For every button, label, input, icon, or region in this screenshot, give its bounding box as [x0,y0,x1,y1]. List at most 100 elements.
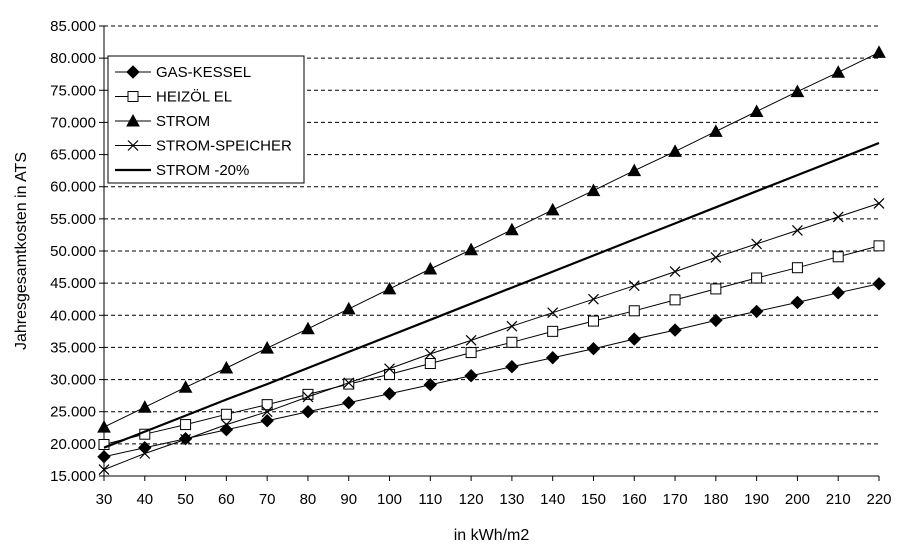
data-point [669,266,681,277]
data-point [260,414,274,428]
data-point [464,369,478,383]
series-strom-speicher [98,198,885,475]
data-point [627,163,642,177]
data-point [506,336,518,348]
x-tick-label: 60 [218,491,235,508]
x-tick-label: 120 [459,491,484,508]
data-point [628,280,640,292]
legend: GAS-KESSEL HEIZÖL EL STROM STROM-SPEICHER ST… [107,55,305,184]
data-point [127,140,139,151]
data-point [505,360,519,374]
legend-label: GAS-KESSEL [156,64,251,81]
data-point [126,113,140,127]
data-point [831,286,845,300]
data-point [260,341,275,354]
data-point [749,104,764,117]
data-point [872,45,886,58]
x-tick-label: 130 [499,491,524,508]
x-tick-label: 30 [96,491,113,508]
series-strom-20 [103,141,880,449]
data-point [261,406,273,418]
y-tick-label: 30.000 [50,372,96,389]
data-point-stroke [669,266,681,277]
legend-item: GAS-KESSEL [115,64,251,81]
y-tick-label: 70.000 [50,114,96,131]
x-axis: 30 40 50 60 70 80 90 100 110 120 130 140 150 160 170 18… [96,475,892,508]
legend-item: STROM -20% [115,162,249,179]
data-point [382,387,397,401]
y-axis-title: Jahresgesamtkosten in ATS [13,152,30,350]
plot-series [97,45,886,475]
data-point [98,464,110,475]
data-point [342,396,356,410]
x-tick-label: 140 [540,491,565,508]
data-point [751,238,763,250]
data-point [749,304,764,319]
data-point [790,84,805,98]
data-point [832,251,844,263]
data-point [873,198,885,209]
data-point [220,408,232,420]
data-point [668,144,682,157]
data-point [588,293,599,305]
data-point [302,388,314,400]
legend-item: STROM [115,113,210,130]
data-point [464,242,478,256]
legend-item: HEIZÖL EL [115,88,232,106]
data-point-stroke [424,348,436,360]
data-point [586,342,601,356]
x-tick-label: 80 [300,491,317,508]
data-point [465,334,477,346]
data-point-stroke [832,211,844,223]
data-point [423,261,438,275]
data-point [873,240,885,252]
x-tick-label: 110 [418,491,442,508]
x-tick-label: 210 [826,491,851,508]
legend-label: STROM-SPEICHER [156,138,292,155]
data-point [465,347,477,359]
data-point [505,222,519,236]
data-point-stroke [588,293,599,305]
data-point [547,325,559,337]
data-point-stroke [261,406,273,418]
data-point [628,305,640,317]
series-strom [97,45,886,433]
data-point [97,420,111,433]
data-point [137,400,152,413]
data-point-stroke [506,320,518,332]
series-line [103,245,880,445]
data-point [506,320,518,332]
data-point [627,332,641,346]
data-point [832,211,844,223]
data-point [545,351,560,365]
data-point [424,358,436,369]
x-tick-label: 160 [622,491,647,508]
data-point [382,281,397,295]
data-point-stroke [628,280,640,292]
y-tick-label: 25.000 [50,404,96,421]
data-point [424,348,436,360]
y-tick-label: 85.000 [50,18,96,35]
x-tick-label: 150 [581,491,606,508]
x-tick-label: 100 [377,491,402,508]
data-point-stroke [139,448,151,459]
data-point [127,91,139,102]
series-line [103,141,880,449]
data-point [831,65,846,78]
x-tick-label: 40 [136,491,153,508]
data-point [545,202,560,216]
data-point-stroke [220,419,232,430]
data-point [790,295,805,310]
data-point-stroke [302,391,314,403]
y-tick-label: 55.000 [50,211,96,228]
data-point [791,262,803,274]
data-point-stroke [127,140,139,151]
data-point [220,419,232,430]
data-point [97,450,111,464]
y-tick-label: 35.000 [50,339,96,356]
data-point [587,315,599,327]
data-point [751,272,763,284]
data-point [139,448,151,459]
data-point-stroke [180,433,192,445]
